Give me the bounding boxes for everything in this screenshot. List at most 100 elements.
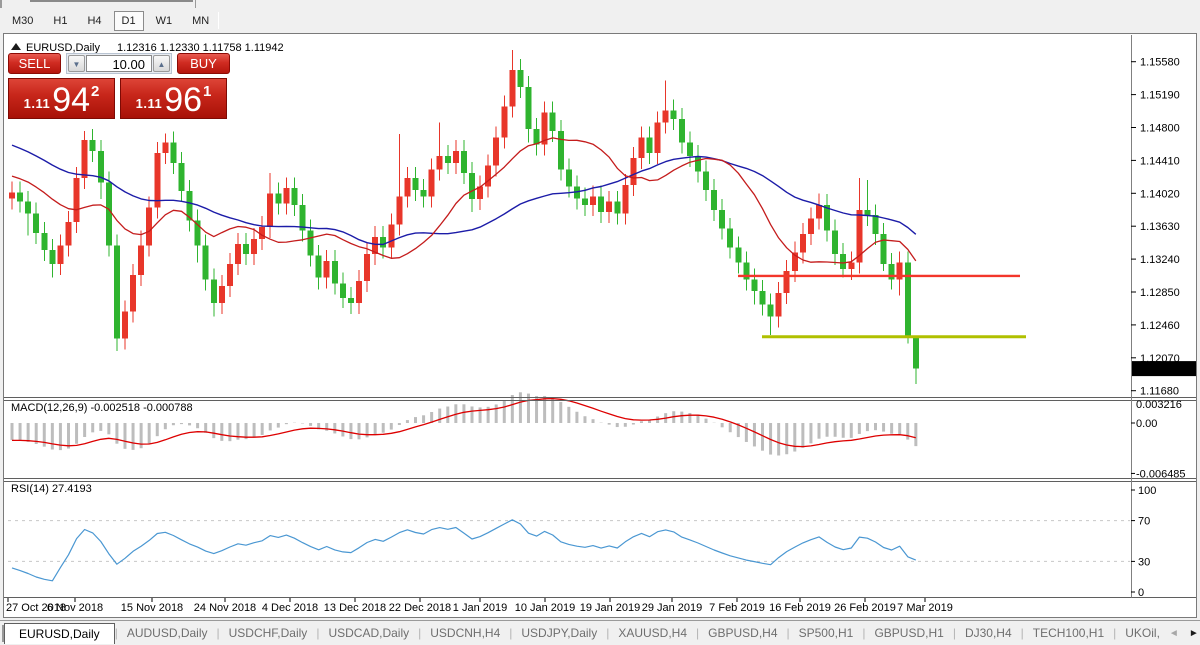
candle (234, 232, 241, 276)
toolbar-remnant (195, 0, 196, 8)
candle (638, 126, 645, 169)
macd-signal-line (12, 397, 916, 448)
candle (646, 126, 653, 164)
date-tick-label: 13 Dec 2018 (324, 602, 386, 614)
buy-price-tile[interactable]: 1.11 96 1 (120, 78, 227, 119)
tab-dj30-h4[interactable]: DJ30,H4 (964, 626, 1012, 640)
moving-averages (11, 137, 917, 264)
tab-scroll-right-icon[interactable]: ► (1188, 627, 1199, 639)
toolbar-remnant (0, 0, 2, 8)
date-tick-label: 15 Nov 2018 (121, 602, 183, 614)
candle (807, 207, 814, 245)
tab-tech100-h1[interactable]: TECH100,H1 (1032, 626, 1105, 640)
price-tick-label: 1.14800 (1140, 123, 1180, 135)
tab-gbpusd-h1[interactable]: GBPUSD,H1 (874, 626, 944, 640)
tab-separator: | (418, 626, 422, 640)
candle (194, 209, 201, 263)
tab-audusd-daily[interactable]: AUDUSD,Daily (126, 626, 208, 640)
ma-fast-line (11, 137, 917, 264)
candle (824, 194, 831, 242)
date-tick-label: 1 Jan 2019 (453, 602, 507, 614)
candle (162, 133, 169, 164)
candle (243, 232, 250, 266)
candle (557, 119, 564, 181)
date-tick-label: 26 Feb 2019 (834, 602, 896, 614)
buy-price-sup: 1 (203, 83, 212, 100)
candle (735, 236, 742, 274)
chart-title-ohlc: 1.12316 1.12330 1.11758 1.11942 (117, 42, 284, 54)
volume-input[interactable]: 10.00 (86, 55, 152, 72)
candle (444, 145, 451, 174)
sell-button[interactable]: SELL (8, 53, 61, 74)
candle (25, 190, 32, 236)
candle (501, 95, 508, 149)
candle (226, 253, 233, 298)
price-tick-label: 1.14020 (1140, 188, 1180, 200)
candle (678, 108, 685, 154)
tab-usdcnh-h4[interactable]: USDCNH,H4 (430, 626, 501, 640)
candle (694, 145, 701, 183)
candle (654, 111, 661, 164)
candle (767, 293, 774, 336)
volume-increase-button[interactable]: ▲ (153, 55, 170, 72)
tab-bar-grip[interactable] (2, 624, 4, 642)
candle (452, 140, 459, 174)
tab-usdchf-daily[interactable]: USDCHF,Daily (228, 626, 308, 640)
buy-button[interactable]: BUY (177, 53, 230, 74)
rsi-tick-label: 0 (1138, 587, 1144, 599)
candle (17, 181, 24, 213)
timeframe-button-h4[interactable]: H4 (87, 14, 102, 27)
collapse-arrow-icon[interactable] (11, 43, 21, 50)
macd-tick-label: 0.00 (1136, 418, 1157, 430)
tab-xauusd-h4[interactable]: XAUUSD,H4 (618, 626, 688, 640)
tab-scroll-left-icon[interactable]: ◄ (1168, 627, 1179, 639)
candle (428, 158, 435, 208)
tab-separator: | (606, 626, 610, 640)
candle (751, 268, 758, 305)
tab-separator: | (786, 626, 790, 640)
tab-usdjpy-daily[interactable]: USDJPY,Daily (521, 626, 598, 640)
price-tick-label: 1.13630 (1140, 221, 1180, 233)
tab-separator: | (1113, 626, 1117, 640)
tab-separator: | (114, 626, 118, 640)
candle (138, 230, 145, 287)
tab-separator: | (862, 626, 866, 640)
rsi-tick-label: 70 (1138, 516, 1150, 528)
window-top-strip (0, 0, 1200, 9)
rsi-indicator (11, 519, 917, 582)
price-tick-label: 1.15190 (1140, 90, 1180, 102)
candle (581, 187, 588, 217)
timeframe-button-m30[interactable]: M30 (12, 14, 34, 27)
candle (49, 238, 56, 278)
tab-sp500-h1[interactable]: SP500,H1 (798, 626, 854, 640)
volume-decrease-button[interactable]: ▼ (68, 55, 85, 72)
timeframe-button-mn[interactable]: MN (192, 14, 210, 27)
tab-usdcad-daily[interactable]: USDCAD,Daily (328, 626, 410, 640)
timeframe-button-w1[interactable]: W1 (155, 14, 173, 27)
candle (743, 251, 750, 291)
timeframe-button-h1[interactable]: H1 (53, 14, 68, 27)
sell-price-tile[interactable]: 1.11 94 2 (8, 78, 115, 119)
symbol-tab-bar: EURUSD,Daily | AUDUSD,Daily | USDCHF,Daily | U… (0, 620, 1200, 645)
horizontal-lines[interactable] (738, 274, 1026, 339)
candle (331, 249, 338, 295)
date-tick-label: 22 Dec 2018 (389, 602, 451, 614)
timeframe-button-d1[interactable]: D1 (113, 10, 144, 31)
toolbar-remnant (30, 0, 193, 2)
candle (275, 182, 282, 215)
price-tick-label: 1.15580 (1140, 57, 1180, 69)
tab-eurusd-daily[interactable]: EURUSD,Daily (4, 622, 115, 644)
candle (686, 131, 693, 168)
candle (41, 221, 48, 261)
tab-gbpusd-h4[interactable]: GBPUSD,H4 (708, 626, 778, 640)
candle (525, 76, 532, 143)
tab-ukoil-[interactable]: UKOil, (1125, 626, 1160, 640)
candle (670, 99, 677, 131)
candle (468, 162, 475, 212)
candle (614, 190, 621, 225)
current-price-tag (1132, 361, 1196, 377)
candle (719, 199, 726, 240)
candle (81, 130, 88, 190)
candle (598, 185, 605, 223)
rsi-tick-label: 30 (1138, 556, 1150, 568)
